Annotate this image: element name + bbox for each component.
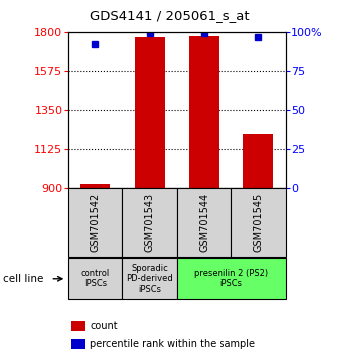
Text: control
IPSCs: control IPSCs [81,269,110,289]
Text: cell line: cell line [3,274,44,284]
Text: presenilin 2 (PS2)
iPSCs: presenilin 2 (PS2) iPSCs [194,269,268,289]
Bar [122,188,177,257]
Bar [231,188,286,257]
Text: GSM701542: GSM701542 [90,193,100,252]
Text: percentile rank within the sample: percentile rank within the sample [90,339,255,349]
Text: GSM701543: GSM701543 [144,193,155,252]
Bar [68,188,122,257]
Bar [243,134,273,188]
Bar [80,184,110,188]
Text: GSM701545: GSM701545 [253,193,264,252]
Bar [68,258,122,299]
Bar [189,36,219,188]
Bar [177,258,286,299]
Text: GSM701544: GSM701544 [199,193,209,252]
Bar [135,37,165,188]
Bar [122,258,177,299]
Text: GDS4141 / 205061_s_at: GDS4141 / 205061_s_at [90,9,250,22]
Bar [177,188,231,257]
Text: count: count [90,321,118,331]
Text: Sporadic
PD-derived
iPSCs: Sporadic PD-derived iPSCs [126,264,173,294]
